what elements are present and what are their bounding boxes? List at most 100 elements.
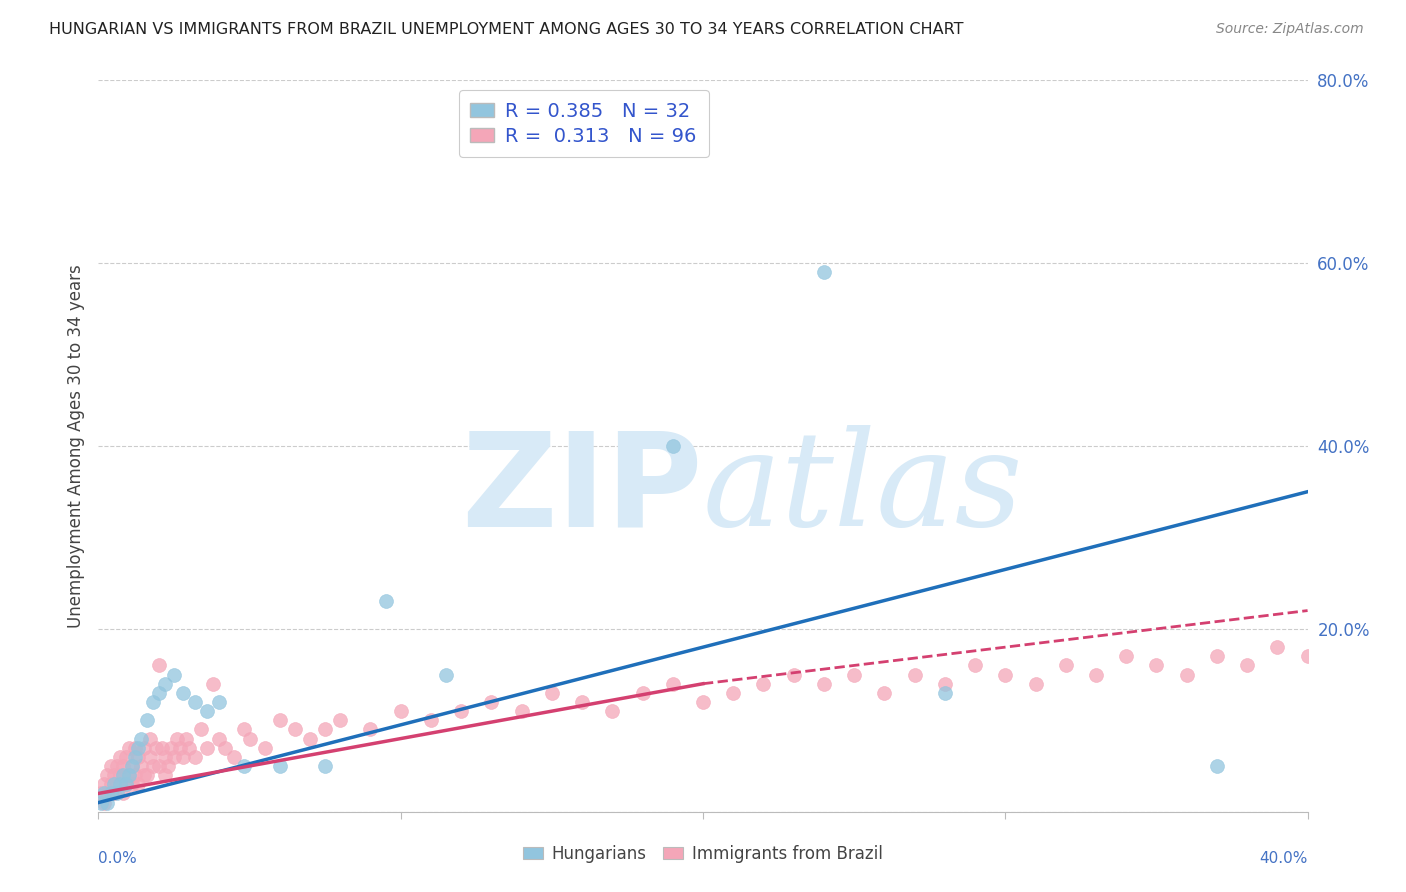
- Point: [124, 740, 146, 755]
- Point: [1327, 640, 1350, 655]
- Text: atlas: atlas: [703, 425, 1024, 555]
- Point: [360, 723, 382, 737]
- Text: Source: ZipAtlas.com: Source: ZipAtlas.com: [1216, 22, 1364, 37]
- Point: [208, 695, 231, 709]
- Point: [284, 723, 307, 737]
- Point: [420, 714, 443, 728]
- Point: [1085, 667, 1108, 681]
- Point: [111, 759, 134, 773]
- Point: [752, 676, 775, 690]
- Point: [135, 768, 157, 782]
- Point: [111, 768, 134, 782]
- Point: [1386, 631, 1406, 645]
- Point: [129, 759, 152, 773]
- Point: [100, 777, 122, 791]
- Point: [813, 265, 835, 279]
- Point: [96, 768, 118, 782]
- Point: [232, 759, 254, 773]
- Text: 0.0%: 0.0%: [98, 851, 138, 865]
- Point: [153, 768, 176, 782]
- Point: [190, 723, 212, 737]
- Point: [208, 731, 231, 746]
- Point: [195, 704, 218, 718]
- Point: [142, 759, 165, 773]
- Point: [179, 740, 201, 755]
- Point: [118, 768, 141, 782]
- Point: [813, 676, 835, 690]
- Point: [172, 749, 194, 764]
- Point: [631, 686, 654, 700]
- Point: [184, 749, 207, 764]
- Point: [127, 777, 149, 791]
- Point: [434, 667, 457, 681]
- Point: [571, 695, 593, 709]
- Point: [93, 777, 115, 791]
- Point: [129, 731, 152, 746]
- Point: [329, 714, 352, 728]
- Point: [148, 658, 170, 673]
- Point: [121, 777, 143, 791]
- Point: [723, 686, 745, 700]
- Point: [103, 787, 125, 801]
- Point: [118, 740, 141, 755]
- Point: [100, 759, 122, 773]
- Point: [169, 740, 191, 755]
- Point: [1267, 640, 1289, 655]
- Point: [127, 740, 149, 755]
- Point: [160, 740, 183, 755]
- Point: [100, 787, 122, 801]
- Point: [214, 740, 236, 755]
- Point: [114, 749, 136, 764]
- Point: [103, 768, 125, 782]
- Point: [121, 759, 143, 773]
- Point: [153, 749, 176, 764]
- Point: [96, 787, 118, 801]
- Point: [124, 768, 146, 782]
- Point: [148, 686, 170, 700]
- Point: [90, 787, 112, 801]
- Point: [103, 777, 125, 791]
- Point: [118, 768, 141, 782]
- Point: [844, 667, 866, 681]
- Point: [904, 667, 927, 681]
- Point: [105, 787, 128, 801]
- Point: [202, 676, 225, 690]
- Y-axis label: Unemployment Among Ages 30 to 34 years: Unemployment Among Ages 30 to 34 years: [66, 264, 84, 628]
- Point: [132, 740, 155, 755]
- Point: [389, 704, 412, 718]
- Point: [114, 777, 136, 791]
- Point: [163, 667, 186, 681]
- Point: [195, 740, 218, 755]
- Point: [253, 740, 276, 755]
- Point: [142, 695, 165, 709]
- Point: [121, 759, 143, 773]
- Point: [374, 594, 396, 608]
- Point: [153, 676, 176, 690]
- Point: [1024, 676, 1046, 690]
- Point: [661, 676, 683, 690]
- Text: ZIP: ZIP: [461, 426, 703, 553]
- Point: [124, 749, 146, 764]
- Point: [692, 695, 714, 709]
- Point: [1206, 649, 1229, 664]
- Legend: Hungarians, Immigrants from Brazil: Hungarians, Immigrants from Brazil: [517, 838, 889, 869]
- Point: [184, 695, 207, 709]
- Point: [934, 686, 956, 700]
- Point: [139, 731, 162, 746]
- Point: [145, 740, 167, 755]
- Point: [163, 749, 186, 764]
- Point: [314, 723, 336, 737]
- Text: 40.0%: 40.0%: [1260, 851, 1308, 865]
- Point: [299, 731, 322, 746]
- Point: [481, 695, 503, 709]
- Point: [450, 704, 472, 718]
- Point: [139, 749, 162, 764]
- Point: [1206, 759, 1229, 773]
- Point: [172, 686, 194, 700]
- Point: [1175, 667, 1198, 681]
- Point: [156, 759, 179, 773]
- Point: [314, 759, 336, 773]
- Point: [108, 777, 131, 791]
- Point: [111, 787, 134, 801]
- Point: [127, 749, 149, 764]
